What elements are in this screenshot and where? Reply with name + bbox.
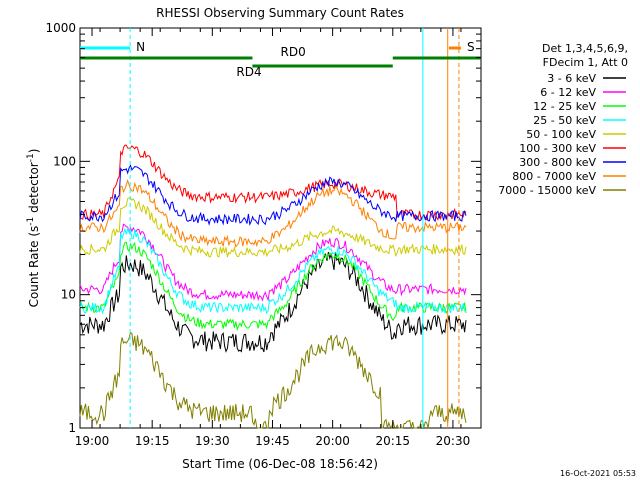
series-line-7 [79, 164, 467, 226]
legend-header-line: FDecim 1, Att 0 [543, 56, 628, 69]
x-tick-label: 20:30 [436, 434, 471, 448]
series-line-3 [79, 241, 467, 332]
axes-layer: 19:00 19:15 19:30 19:45 20:00 20:15 20:30 1 10 10… [45, 21, 482, 448]
y-tick-label: 10 [61, 288, 76, 302]
legend-label-3: 12 - 25 keV [533, 100, 596, 113]
x-tick-label: 19:30 [195, 434, 230, 448]
plot-layer: N S RD0 RD4 [79, 28, 481, 430]
legend-label-4: 25 - 50 keV [533, 114, 596, 127]
legend-label-5: 50 - 100 keV [526, 128, 596, 141]
x-tick-label: 20:00 [315, 434, 350, 448]
y-axis-label: Count Rate (s-1 detector-1) [26, 149, 41, 308]
x-tick-label: 19:15 [135, 434, 170, 448]
y-tick-label: 1000 [45, 21, 76, 35]
band-label-rd0: RD0 [281, 45, 306, 59]
legend-label-1: 3 - 6 keV [547, 72, 596, 85]
legend-label-8: 800 - 7000 keV [512, 170, 596, 183]
x-tick-label: 20:15 [375, 434, 410, 448]
series-line-2 [79, 223, 467, 302]
legend-label-2: 6 - 12 keV [540, 86, 596, 99]
series-line-5 [79, 197, 467, 258]
plot-area-frame [79, 27, 482, 429]
y-tick-label: 100 [53, 154, 76, 168]
flag-label-N: N [136, 40, 145, 54]
x-tick-label: 19:00 [75, 434, 110, 448]
y-tick-label: 1 [68, 421, 76, 435]
legend-label-6: 100 - 300 keV [519, 142, 596, 155]
series-line-6 [79, 144, 467, 222]
series-line-4 [79, 227, 467, 315]
legend-label-9: 7000 - 15000 keV [498, 184, 596, 197]
legend-label-7: 300 - 800 keV [519, 156, 596, 169]
x-axis-label: Start Time (06-Dec-08 18:56:42) [182, 457, 378, 471]
x-tick-label: 19:45 [255, 434, 290, 448]
band-label-rd4: RD4 [236, 65, 261, 79]
flag-label-S: S [467, 40, 475, 54]
footer-timestamp: 16-Oct-2021 05:53 [560, 469, 636, 478]
legend: Det 1,3,4,5,6,9,FDecim 1, Att 0 3 - 6 keV… [498, 42, 628, 197]
series-line-8 [79, 178, 467, 248]
chart-title: RHESSI Observing Summary Count Rates [156, 6, 404, 20]
series-line-9 [79, 331, 467, 430]
series-line-1 [79, 251, 467, 353]
legend-header-line: Det 1,3,4,5,6,9, [542, 42, 628, 55]
